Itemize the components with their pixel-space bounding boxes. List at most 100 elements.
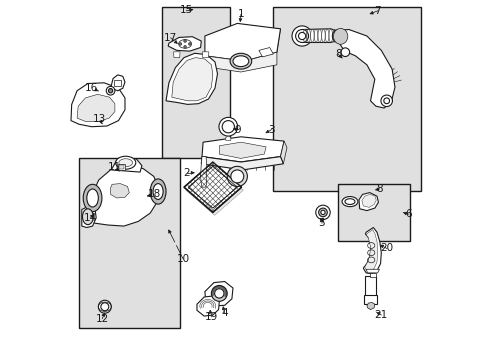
Circle shape (214, 289, 224, 298)
Polygon shape (363, 228, 381, 274)
Text: 5: 5 (318, 218, 325, 228)
Text: 7: 7 (374, 6, 380, 16)
Polygon shape (110, 75, 125, 91)
Bar (369, 273, 375, 277)
Ellipse shape (232, 56, 248, 67)
Bar (119, 165, 123, 169)
Polygon shape (88, 166, 159, 226)
Polygon shape (366, 302, 374, 310)
Text: 3: 3 (267, 125, 274, 135)
Text: 6: 6 (404, 209, 411, 219)
Polygon shape (183, 162, 241, 212)
Circle shape (340, 48, 349, 57)
Polygon shape (204, 282, 232, 306)
Text: 12: 12 (96, 314, 109, 324)
Text: 21: 21 (374, 310, 387, 320)
Ellipse shape (153, 184, 163, 199)
Bar (114, 80, 121, 86)
Circle shape (188, 42, 191, 45)
Polygon shape (204, 23, 280, 61)
Circle shape (230, 170, 244, 183)
Polygon shape (302, 29, 339, 42)
Text: 1: 1 (237, 9, 244, 19)
Circle shape (222, 121, 234, 133)
Bar (273, 7, 420, 191)
Text: 15: 15 (179, 5, 192, 15)
Text: 8: 8 (375, 184, 382, 194)
Text: 2: 2 (183, 168, 190, 178)
Circle shape (380, 95, 392, 107)
Text: 8: 8 (334, 49, 341, 59)
Circle shape (383, 98, 389, 104)
Bar (79, 158, 179, 328)
Polygon shape (166, 53, 217, 104)
Circle shape (334, 32, 342, 40)
Polygon shape (171, 58, 212, 101)
Ellipse shape (82, 209, 93, 225)
Text: 13: 13 (93, 114, 106, 124)
Polygon shape (361, 194, 375, 207)
Text: 17: 17 (164, 33, 177, 43)
Polygon shape (225, 136, 230, 140)
Ellipse shape (83, 184, 102, 212)
Circle shape (183, 45, 186, 48)
Text: 20: 20 (379, 243, 392, 253)
Polygon shape (168, 37, 201, 51)
Circle shape (219, 117, 237, 136)
Ellipse shape (342, 197, 357, 207)
Circle shape (98, 300, 111, 313)
Circle shape (298, 32, 305, 40)
Circle shape (320, 210, 325, 215)
Circle shape (227, 166, 247, 186)
Polygon shape (202, 137, 284, 162)
Polygon shape (366, 269, 379, 273)
Ellipse shape (333, 28, 347, 44)
Polygon shape (338, 30, 394, 108)
Polygon shape (183, 162, 241, 212)
Polygon shape (364, 230, 377, 271)
Polygon shape (71, 83, 125, 127)
Polygon shape (219, 142, 265, 158)
Ellipse shape (150, 179, 166, 204)
Bar (363, 295, 376, 304)
Polygon shape (77, 94, 115, 122)
Polygon shape (111, 158, 142, 172)
Polygon shape (201, 157, 283, 170)
Circle shape (295, 30, 308, 42)
Circle shape (101, 303, 108, 311)
Bar (337, 184, 409, 241)
Text: 16: 16 (85, 83, 98, 93)
Ellipse shape (178, 40, 191, 48)
Ellipse shape (344, 199, 354, 204)
Text: 9: 9 (234, 125, 240, 135)
Text: 10: 10 (176, 254, 189, 264)
Polygon shape (280, 141, 286, 164)
Bar (162, 7, 230, 158)
Polygon shape (197, 296, 219, 316)
Circle shape (315, 205, 329, 220)
Polygon shape (185, 174, 243, 215)
Circle shape (106, 86, 115, 95)
Text: 19: 19 (204, 312, 218, 322)
Bar (118, 164, 125, 170)
Bar (365, 276, 375, 296)
Circle shape (183, 40, 186, 42)
Text: 11: 11 (108, 162, 122, 172)
Polygon shape (173, 52, 180, 58)
Circle shape (179, 42, 182, 45)
Ellipse shape (87, 189, 98, 207)
Text: 18: 18 (147, 189, 161, 199)
Ellipse shape (115, 156, 136, 169)
Circle shape (211, 285, 227, 301)
Circle shape (108, 89, 113, 93)
Polygon shape (258, 48, 273, 57)
Circle shape (318, 208, 326, 217)
Text: 14: 14 (83, 213, 97, 223)
Circle shape (291, 26, 311, 46)
Polygon shape (204, 52, 276, 72)
Polygon shape (202, 52, 208, 58)
Polygon shape (81, 206, 96, 228)
Text: 4: 4 (221, 308, 227, 318)
Polygon shape (358, 193, 378, 211)
Circle shape (332, 30, 345, 42)
